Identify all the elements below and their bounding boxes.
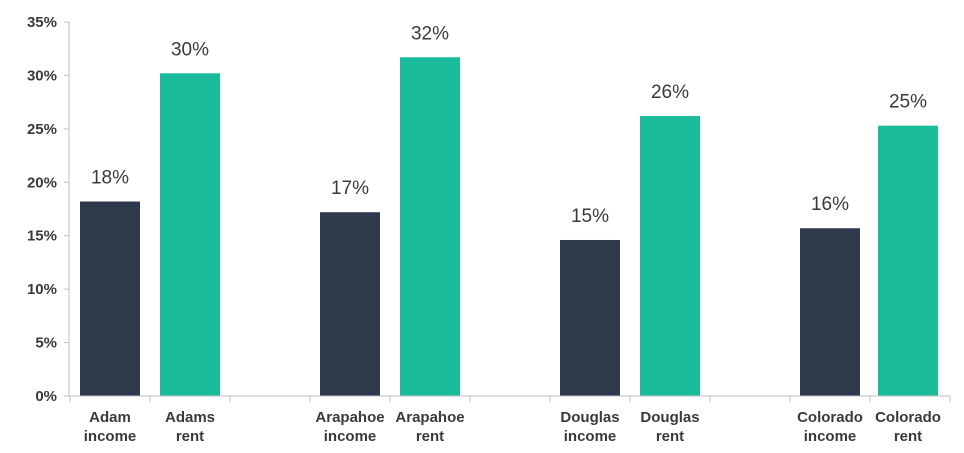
bar [160, 73, 220, 396]
x-category-label-line: Arapahoe [315, 409, 384, 426]
data-label: 18% [91, 168, 129, 189]
data-label: 32% [411, 23, 449, 44]
bars: 18% 30% 17% 32% 15% 26% 16% 25% [80, 23, 938, 397]
x-category-label-line: Colorado [797, 409, 863, 426]
x-category-label: Colorado income [797, 409, 863, 445]
bar [560, 239, 620, 396]
x-category-label-line: Douglas [640, 409, 699, 426]
data-label: 30% [171, 39, 209, 60]
bar [878, 125, 938, 396]
x-category-label-line: rent [656, 428, 684, 445]
x-category-label: Adam income [84, 409, 137, 445]
x-category-label-line: rent [416, 428, 444, 445]
bar [640, 116, 700, 396]
y-tick-label: 25% [27, 121, 57, 138]
x-category-label-line: income [84, 428, 137, 445]
x-category-label: Arapahoe income [315, 409, 384, 445]
y-tick-label: 10% [27, 281, 57, 298]
x-category-label-line: Colorado [875, 409, 941, 426]
x-category-label: Douglas income [560, 409, 619, 445]
bar [800, 228, 860, 396]
y-tick-label: 35% [27, 14, 57, 31]
x-category-label: Douglas rent [640, 409, 699, 445]
x-category-label-line: Adam [89, 409, 131, 426]
x-category-label-line: rent [894, 428, 922, 445]
data-label: 26% [651, 82, 689, 103]
x-category-label: Colorado rent [875, 409, 941, 445]
y-tick-label: 30% [27, 67, 57, 84]
data-label: 16% [811, 194, 849, 215]
x-category-label-line: rent [176, 428, 204, 445]
y-tick-label: 15% [27, 228, 57, 245]
x-category-label-line: Arapahoe [395, 409, 464, 426]
y-tick-label: 0% [35, 388, 57, 405]
y-tick-label: 20% [27, 174, 57, 191]
y-axis: 0% 5% 10% 15% 20% 25% 30% 35% [27, 14, 70, 405]
x-category-label-line: income [324, 428, 377, 445]
y-tick-label: 5% [35, 335, 57, 352]
bar [320, 212, 380, 396]
data-label: 15% [571, 206, 609, 227]
bar [80, 201, 140, 396]
data-label: 17% [331, 178, 369, 199]
x-category-label-line: income [564, 428, 617, 445]
x-category-label-line: Douglas [560, 409, 619, 426]
x-category-label-line: Adams [165, 409, 215, 426]
x-category-label-line: income [804, 428, 857, 445]
data-label: 25% [889, 92, 927, 113]
x-category-label: Arapahoe rent [395, 409, 464, 445]
x-category-label: Adams rent [165, 409, 215, 445]
bar [400, 57, 460, 397]
